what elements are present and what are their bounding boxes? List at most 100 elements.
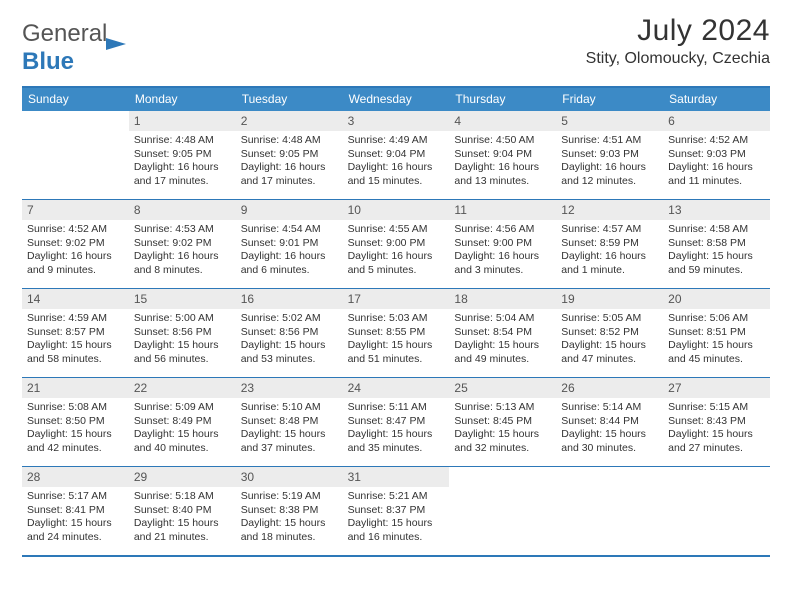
- day-number: 14: [22, 289, 129, 309]
- day-details: Sunrise: 4:52 AMSunset: 9:03 PMDaylight:…: [663, 131, 770, 194]
- day-details: Sunrise: 4:51 AMSunset: 9:03 PMDaylight:…: [556, 131, 663, 194]
- day-number: 19: [556, 289, 663, 309]
- day-number: 26: [556, 378, 663, 398]
- day-details: Sunrise: 5:04 AMSunset: 8:54 PMDaylight:…: [449, 309, 556, 372]
- location-text: Stity, Olomoucky, Czechia: [586, 50, 770, 68]
- day-number: 10: [343, 200, 450, 220]
- brand-arrow-icon: [106, 38, 126, 50]
- day-details: Sunrise: 5:13 AMSunset: 8:45 PMDaylight:…: [449, 398, 556, 461]
- day-number: 28: [22, 467, 129, 487]
- day-number: 27: [663, 378, 770, 398]
- week-row: 7Sunrise: 4:52 AMSunset: 9:02 PMDaylight…: [22, 199, 770, 288]
- day-cell: 7Sunrise: 4:52 AMSunset: 9:02 PMDaylight…: [22, 200, 129, 288]
- empty-cell: .: [556, 467, 663, 555]
- day-number: 9: [236, 200, 343, 220]
- day-number: 5: [556, 111, 663, 131]
- day-number: 17: [343, 289, 450, 309]
- day-cell: 19Sunrise: 5:05 AMSunset: 8:52 PMDayligh…: [556, 289, 663, 377]
- day-details: Sunrise: 5:15 AMSunset: 8:43 PMDaylight:…: [663, 398, 770, 461]
- weekday-header-row: SundayMondayTuesdayWednesdayThursdayFrid…: [22, 88, 770, 111]
- day-number: 16: [236, 289, 343, 309]
- day-details: Sunrise: 5:05 AMSunset: 8:52 PMDaylight:…: [556, 309, 663, 372]
- day-number: 6: [663, 111, 770, 131]
- day-details: Sunrise: 4:50 AMSunset: 9:04 PMDaylight:…: [449, 131, 556, 194]
- empty-cell: .: [663, 467, 770, 555]
- weekday-header: Tuesday: [236, 88, 343, 111]
- day-number: 1: [129, 111, 236, 131]
- brand-part1: General: [22, 20, 107, 47]
- weeks-container: .1Sunrise: 4:48 AMSunset: 9:05 PMDayligh…: [22, 111, 770, 555]
- day-cell: 11Sunrise: 4:56 AMSunset: 9:00 PMDayligh…: [449, 200, 556, 288]
- day-number: 7: [22, 200, 129, 220]
- day-cell: 24Sunrise: 5:11 AMSunset: 8:47 PMDayligh…: [343, 378, 450, 466]
- day-details: Sunrise: 5:10 AMSunset: 8:48 PMDaylight:…: [236, 398, 343, 461]
- day-details: Sunrise: 4:57 AMSunset: 8:59 PMDaylight:…: [556, 220, 663, 283]
- day-cell: 16Sunrise: 5:02 AMSunset: 8:56 PMDayligh…: [236, 289, 343, 377]
- day-number: 11: [449, 200, 556, 220]
- day-number: 20: [663, 289, 770, 309]
- day-cell: 2Sunrise: 4:48 AMSunset: 9:05 PMDaylight…: [236, 111, 343, 199]
- week-row: .1Sunrise: 4:48 AMSunset: 9:05 PMDayligh…: [22, 111, 770, 199]
- day-number: 25: [449, 378, 556, 398]
- title-block: July 2024 Stity, Olomoucky, Czechia: [586, 14, 770, 68]
- day-number: 31: [343, 467, 450, 487]
- day-details: Sunrise: 5:08 AMSunset: 8:50 PMDaylight:…: [22, 398, 129, 461]
- day-cell: 15Sunrise: 5:00 AMSunset: 8:56 PMDayligh…: [129, 289, 236, 377]
- header: General Blue July 2024 Stity, Olomoucky,…: [22, 14, 770, 76]
- day-details: Sunrise: 5:06 AMSunset: 8:51 PMDaylight:…: [663, 309, 770, 372]
- weekday-header: Thursday: [449, 88, 556, 111]
- day-details: Sunrise: 5:00 AMSunset: 8:56 PMDaylight:…: [129, 309, 236, 372]
- day-details: Sunrise: 5:11 AMSunset: 8:47 PMDaylight:…: [343, 398, 450, 461]
- day-cell: 10Sunrise: 4:55 AMSunset: 9:00 PMDayligh…: [343, 200, 450, 288]
- day-details: Sunrise: 5:03 AMSunset: 8:55 PMDaylight:…: [343, 309, 450, 372]
- day-cell: 26Sunrise: 5:14 AMSunset: 8:44 PMDayligh…: [556, 378, 663, 466]
- day-cell: 12Sunrise: 4:57 AMSunset: 8:59 PMDayligh…: [556, 200, 663, 288]
- day-details: Sunrise: 5:21 AMSunset: 8:37 PMDaylight:…: [343, 487, 450, 550]
- day-details: Sunrise: 5:02 AMSunset: 8:56 PMDaylight:…: [236, 309, 343, 372]
- day-details: Sunrise: 4:55 AMSunset: 9:00 PMDaylight:…: [343, 220, 450, 283]
- day-number: 22: [129, 378, 236, 398]
- weekday-header: Friday: [556, 88, 663, 111]
- day-details: Sunrise: 5:19 AMSunset: 8:38 PMDaylight:…: [236, 487, 343, 550]
- day-number: 3: [343, 111, 450, 131]
- day-details: Sunrise: 4:48 AMSunset: 9:05 PMDaylight:…: [129, 131, 236, 194]
- day-cell: 25Sunrise: 5:13 AMSunset: 8:45 PMDayligh…: [449, 378, 556, 466]
- week-row: 14Sunrise: 4:59 AMSunset: 8:57 PMDayligh…: [22, 288, 770, 377]
- day-cell: 22Sunrise: 5:09 AMSunset: 8:49 PMDayligh…: [129, 378, 236, 466]
- weekday-header: Saturday: [663, 88, 770, 111]
- day-cell: 17Sunrise: 5:03 AMSunset: 8:55 PMDayligh…: [343, 289, 450, 377]
- day-number: 2: [236, 111, 343, 131]
- day-cell: 29Sunrise: 5:18 AMSunset: 8:40 PMDayligh…: [129, 467, 236, 555]
- day-details: Sunrise: 5:18 AMSunset: 8:40 PMDaylight:…: [129, 487, 236, 550]
- day-number: 21: [22, 378, 129, 398]
- day-cell: 9Sunrise: 4:54 AMSunset: 9:01 PMDaylight…: [236, 200, 343, 288]
- day-cell: 6Sunrise: 4:52 AMSunset: 9:03 PMDaylight…: [663, 111, 770, 199]
- day-number: 12: [556, 200, 663, 220]
- weekday-header: Wednesday: [343, 88, 450, 111]
- day-cell: 18Sunrise: 5:04 AMSunset: 8:54 PMDayligh…: [449, 289, 556, 377]
- brand-part2: Blue: [22, 48, 74, 75]
- day-cell: 21Sunrise: 5:08 AMSunset: 8:50 PMDayligh…: [22, 378, 129, 466]
- day-cell: 14Sunrise: 4:59 AMSunset: 8:57 PMDayligh…: [22, 289, 129, 377]
- calendar: SundayMondayTuesdayWednesdayThursdayFrid…: [22, 86, 770, 557]
- day-number: 15: [129, 289, 236, 309]
- day-number: 23: [236, 378, 343, 398]
- day-cell: 4Sunrise: 4:50 AMSunset: 9:04 PMDaylight…: [449, 111, 556, 199]
- day-details: Sunrise: 4:53 AMSunset: 9:02 PMDaylight:…: [129, 220, 236, 283]
- day-details: Sunrise: 4:48 AMSunset: 9:05 PMDaylight:…: [236, 131, 343, 194]
- brand-logo: General Blue: [22, 20, 126, 76]
- empty-cell: .: [449, 467, 556, 555]
- day-cell: 8Sunrise: 4:53 AMSunset: 9:02 PMDaylight…: [129, 200, 236, 288]
- week-row: 28Sunrise: 5:17 AMSunset: 8:41 PMDayligh…: [22, 466, 770, 555]
- day-details: Sunrise: 4:54 AMSunset: 9:01 PMDaylight:…: [236, 220, 343, 283]
- day-cell: 30Sunrise: 5:19 AMSunset: 8:38 PMDayligh…: [236, 467, 343, 555]
- day-details: Sunrise: 5:14 AMSunset: 8:44 PMDaylight:…: [556, 398, 663, 461]
- day-details: Sunrise: 4:52 AMSunset: 9:02 PMDaylight:…: [22, 220, 129, 283]
- day-details: Sunrise: 4:59 AMSunset: 8:57 PMDaylight:…: [22, 309, 129, 372]
- day-cell: 31Sunrise: 5:21 AMSunset: 8:37 PMDayligh…: [343, 467, 450, 555]
- day-number: 24: [343, 378, 450, 398]
- day-details: Sunrise: 5:09 AMSunset: 8:49 PMDaylight:…: [129, 398, 236, 461]
- empty-cell: .: [22, 111, 129, 199]
- day-cell: 27Sunrise: 5:15 AMSunset: 8:43 PMDayligh…: [663, 378, 770, 466]
- day-cell: 23Sunrise: 5:10 AMSunset: 8:48 PMDayligh…: [236, 378, 343, 466]
